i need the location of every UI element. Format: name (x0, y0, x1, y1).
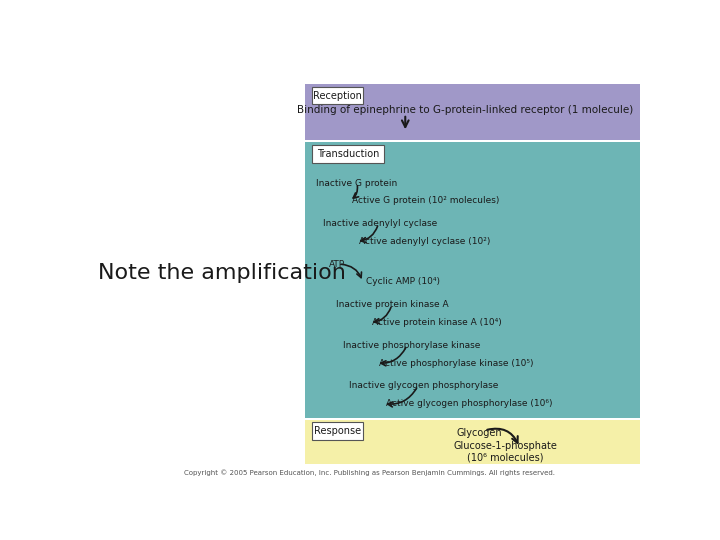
Text: Active glycogen phosphorylase (10⁶): Active glycogen phosphorylase (10⁶) (386, 399, 552, 408)
Text: Active protein kinase A (10⁴): Active protein kinase A (10⁴) (372, 318, 502, 327)
Text: Transduction: Transduction (317, 149, 379, 159)
FancyBboxPatch shape (312, 422, 363, 440)
Text: Reception: Reception (312, 91, 361, 100)
FancyArrowPatch shape (361, 226, 377, 242)
Text: Copyright © 2005 Pearson Education, Inc. Publishing as Pearson Benjamin Cummings: Copyright © 2005 Pearson Education, Inc.… (184, 469, 554, 476)
Text: Inactive protein kinase A: Inactive protein kinase A (336, 300, 449, 309)
FancyArrowPatch shape (381, 348, 406, 366)
Text: Active adenylyl cyclase (10²): Active adenylyl cyclase (10²) (359, 237, 490, 246)
Text: Binding of epinephrine to G-protein-linked receptor (1 molecule): Binding of epinephrine to G-protein-link… (297, 105, 634, 116)
FancyBboxPatch shape (305, 141, 639, 418)
FancyBboxPatch shape (312, 87, 363, 104)
Text: Active phosphorylase kinase (10⁵): Active phosphorylase kinase (10⁵) (379, 359, 534, 368)
Text: Active G protein (10² molecules): Active G protein (10² molecules) (352, 197, 500, 205)
FancyArrowPatch shape (487, 429, 518, 443)
Text: Inactive adenylyl cyclase: Inactive adenylyl cyclase (323, 219, 437, 228)
FancyArrowPatch shape (387, 388, 417, 407)
Text: Inactive G protein: Inactive G protein (316, 179, 397, 187)
FancyBboxPatch shape (305, 420, 639, 464)
Text: Cyclic AMP (10⁴): Cyclic AMP (10⁴) (366, 278, 440, 286)
Text: Glucose-1-phosphate
(10⁶ molecules): Glucose-1-phosphate (10⁶ molecules) (454, 441, 558, 463)
FancyBboxPatch shape (305, 84, 639, 140)
Text: ATP: ATP (329, 260, 346, 268)
Text: Note the amplification: Note the amplification (99, 262, 346, 283)
Text: Glycogen: Glycogen (456, 428, 502, 437)
FancyBboxPatch shape (312, 145, 384, 163)
Text: Inactive phosphorylase kinase: Inactive phosphorylase kinase (343, 341, 480, 350)
FancyArrowPatch shape (341, 264, 361, 278)
Text: Inactive glycogen phosphorylase: Inactive glycogen phosphorylase (349, 381, 499, 390)
FancyArrowPatch shape (354, 186, 359, 198)
FancyArrowPatch shape (374, 307, 391, 323)
Text: Response: Response (314, 426, 361, 436)
